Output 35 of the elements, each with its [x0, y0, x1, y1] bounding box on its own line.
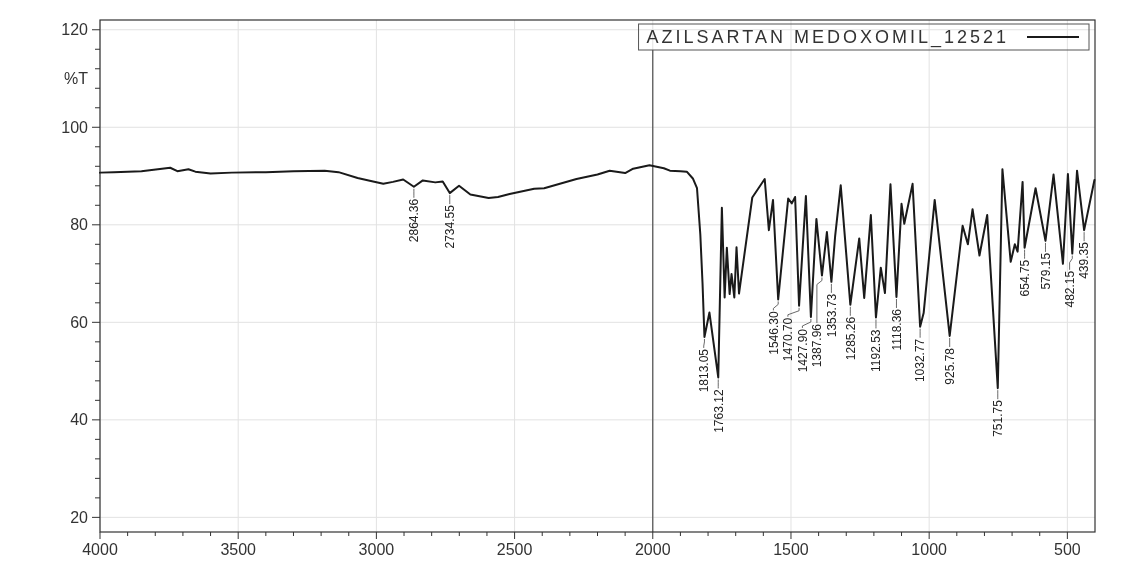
- y-tick-label: 100: [61, 118, 89, 136]
- annotation: 439.35: [1077, 241, 1092, 279]
- x-tick-label: 2500: [496, 541, 533, 558]
- annotation: 925.78: [942, 347, 957, 385]
- annotation: 1387.96: [810, 323, 825, 368]
- annotation: 1546.30: [766, 311, 781, 355]
- annotation: 751.75: [991, 399, 1006, 437]
- x-tick-label: 1000: [911, 541, 948, 558]
- y-tick-label: 60: [70, 313, 89, 331]
- annotation: 482.15: [1062, 270, 1077, 308]
- y-axis-title: %T: [64, 70, 89, 88]
- annotation: 579.15: [1038, 252, 1053, 290]
- y-tick-label: 20: [70, 508, 89, 526]
- annotation: 1763.12: [711, 389, 726, 433]
- x-tick-label: 2000: [634, 541, 671, 558]
- annotation: 2734.55: [443, 204, 458, 249]
- x-tick-label: 3500: [220, 541, 257, 558]
- annotation: 1285.26: [843, 316, 858, 361]
- y-tick-label: 120: [61, 21, 89, 39]
- x-tick-label: 500: [1054, 541, 1081, 558]
- annotation: 1470.70: [781, 317, 796, 362]
- x-tick-label: 1500: [773, 541, 809, 558]
- annotation: 1353.73: [824, 293, 839, 338]
- annotation: 1032.77: [913, 338, 928, 383]
- x-tick-label: 4000: [82, 541, 118, 558]
- annotation: 1813.05: [697, 348, 712, 393]
- y-tick-label: 40: [70, 411, 89, 429]
- annotation: 2864.36: [407, 198, 422, 243]
- annotation: 1427.90: [795, 328, 810, 373]
- annotation: 1192.53: [869, 329, 884, 372]
- annotation: 1118.36: [889, 308, 904, 351]
- annotation: 654.75: [1017, 259, 1032, 297]
- legend-label: AZILSARTAN MEDOXOMIL_12521: [646, 27, 1009, 49]
- x-tick-label: 3000: [358, 541, 395, 558]
- y-tick-label: 80: [70, 216, 89, 234]
